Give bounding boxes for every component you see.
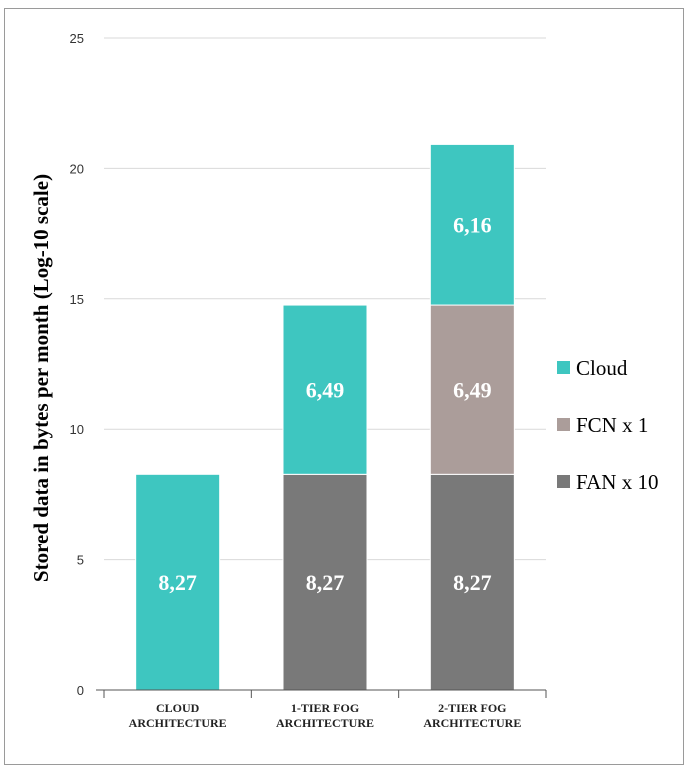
y-tick-label: 0 bbox=[77, 683, 84, 698]
data-label: 6,49 bbox=[306, 378, 345, 403]
x-tick-label: ARCHITECTURE bbox=[423, 716, 521, 730]
x-tick-label: ARCHITECTURE bbox=[276, 716, 374, 730]
y-tick-label: 10 bbox=[70, 422, 84, 437]
bar-segment-cloud bbox=[429, 143, 515, 306]
x-tick-label: 1-TIER FOG bbox=[291, 701, 359, 715]
y-tick-label: 5 bbox=[77, 553, 84, 568]
y-tick-label: 25 bbox=[70, 31, 84, 46]
data-label: 6,16 bbox=[453, 213, 492, 238]
legend-label: FAN x 10 bbox=[576, 470, 658, 494]
legend-label: FCN x 1 bbox=[576, 413, 648, 437]
x-tick-label: 2-TIER FOG bbox=[438, 701, 506, 715]
legend-swatch bbox=[557, 361, 570, 374]
data-label: 6,49 bbox=[453, 378, 492, 403]
x-tick-label: CLOUD bbox=[156, 701, 200, 715]
y-tick-label: 15 bbox=[70, 292, 84, 307]
data-label: 8,27 bbox=[453, 570, 492, 595]
y-tick-label: 20 bbox=[70, 161, 84, 176]
legend-swatch bbox=[557, 418, 570, 431]
x-tick-label: ARCHITECTURE bbox=[129, 716, 227, 730]
legend-label: Cloud bbox=[576, 356, 628, 380]
legend-swatch bbox=[557, 475, 570, 488]
bar-segment-cloud bbox=[282, 304, 368, 475]
y-axis-label: Stored data in bytes per month (Log-10 s… bbox=[29, 174, 53, 582]
data-label: 8,27 bbox=[306, 570, 345, 595]
data-label: 8,27 bbox=[158, 570, 197, 595]
